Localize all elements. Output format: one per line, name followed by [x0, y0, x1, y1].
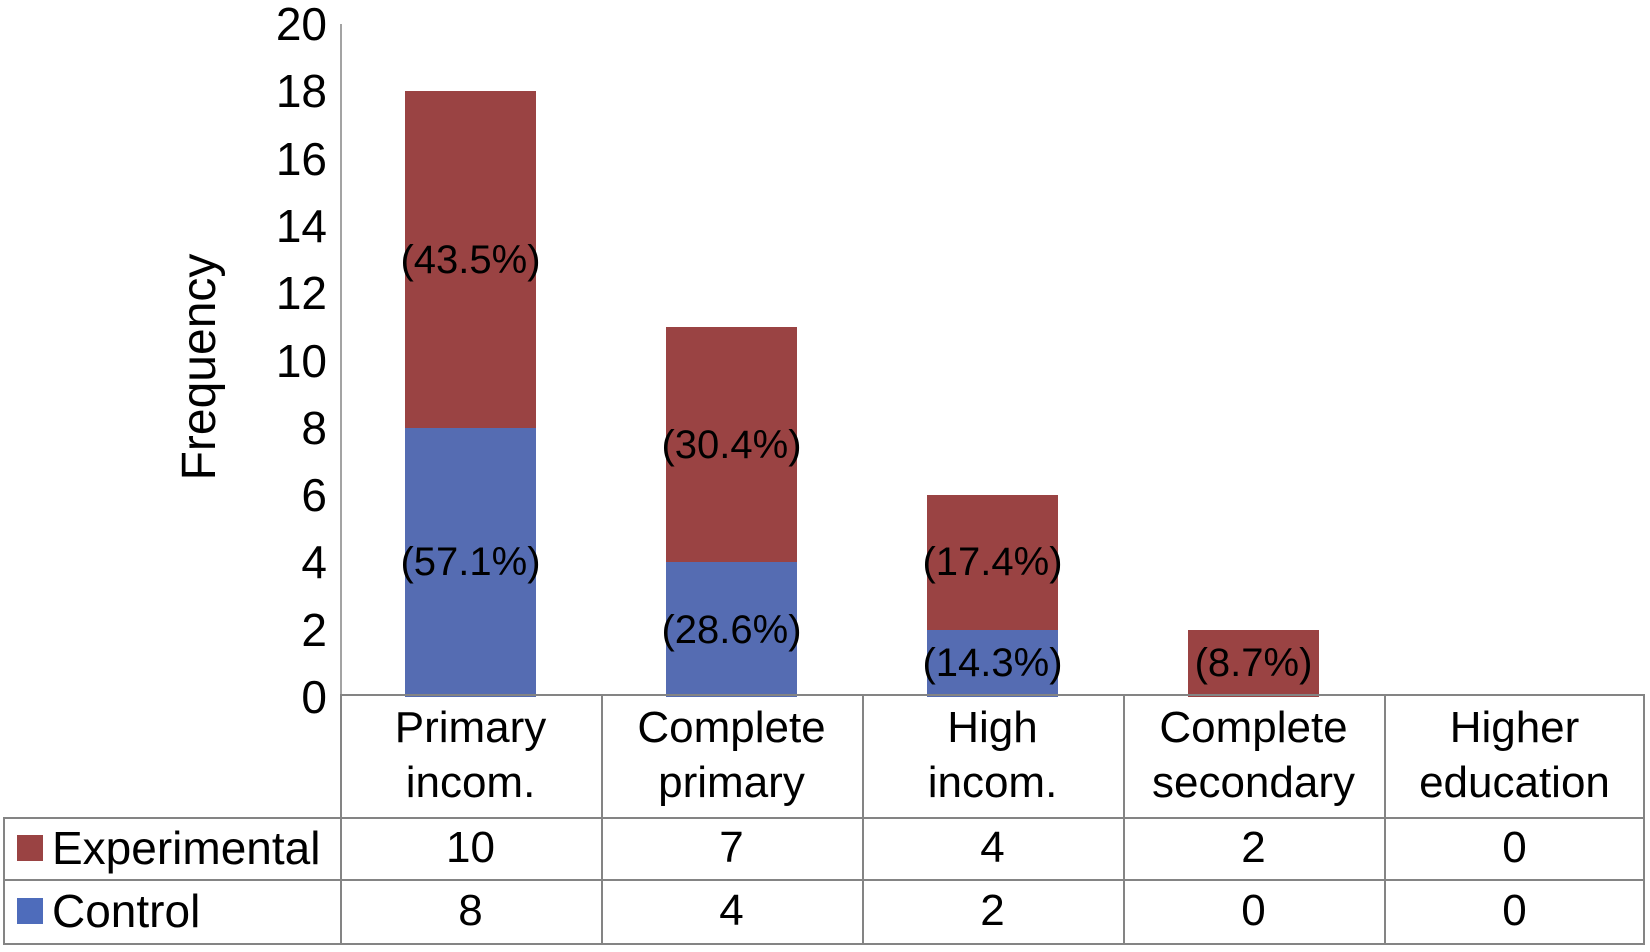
bar-segment-control — [405, 427, 536, 697]
bar-segment-experimental — [927, 495, 1058, 630]
category-label-line: incom. — [927, 757, 1058, 807]
legend-label-experimental: Experimental — [52, 822, 321, 874]
table-cell-value: 8 — [458, 886, 483, 935]
y-tick-label: 12 — [275, 267, 327, 320]
segment-percent-label: (17.4%) — [922, 540, 1063, 585]
table-border-vertical — [1384, 694, 1386, 945]
category-label-line: education — [1419, 757, 1610, 807]
table-cell-value: 7 — [719, 823, 744, 872]
y-tick-label: 10 — [275, 334, 327, 387]
y-tick-label: 18 — [275, 65, 327, 118]
legend-swatch-control — [17, 898, 43, 924]
category-label-line: Complete — [1159, 702, 1348, 752]
table-cell-value: 10 — [446, 823, 495, 872]
table-border-vertical — [1123, 694, 1125, 945]
category-label-line: incom. — [405, 757, 536, 807]
category-label: Primary incom. — [340, 694, 601, 817]
y-tick-label: 20 — [275, 0, 327, 50]
y-tick-label: 14 — [275, 199, 327, 252]
table-border-horizontal — [3, 817, 1645, 819]
table-cell-value: 2 — [980, 886, 1005, 935]
table-border-vertical — [1643, 694, 1645, 945]
table-cell-value: 0 — [1241, 886, 1266, 935]
table-border-horizontal — [340, 694, 1645, 696]
bar-segment-experimental — [405, 91, 536, 428]
y-tick-label: 4 — [301, 536, 327, 589]
bar-segment-control — [927, 629, 1058, 697]
y-tick-label: 16 — [275, 132, 327, 185]
bar-segment-experimental — [1188, 629, 1319, 697]
table-border-horizontal — [3, 879, 1645, 881]
category-label-line: Complete — [637, 702, 826, 752]
bar-segment-experimental — [666, 326, 797, 563]
segment-percent-label: (30.4%) — [661, 422, 802, 467]
y-tick-label: 8 — [301, 401, 327, 454]
y-tick-label: 2 — [301, 603, 327, 656]
legend-label-control: Control — [52, 885, 201, 937]
segment-percent-label: (57.1%) — [400, 540, 541, 585]
category-label: High incom. — [862, 694, 1123, 817]
table-border-vertical — [601, 694, 603, 945]
y-tick-label: 6 — [301, 469, 327, 522]
category-label-line: secondary — [1151, 757, 1355, 807]
segment-percent-label: (8.7%) — [1194, 641, 1313, 686]
category-label: Complete primary — [601, 694, 862, 817]
segment-percent-label: (43.5%) — [400, 237, 541, 282]
y-axis-line — [340, 24, 342, 697]
category-label-line: Primary — [394, 702, 547, 752]
table-cell-value: 2 — [1241, 823, 1266, 872]
table-cell-value: 4 — [719, 886, 744, 935]
table-border-vertical — [862, 694, 864, 945]
table-cell-value: 0 — [1502, 823, 1527, 872]
table-cell-value: 0 — [1502, 886, 1527, 935]
legend-swatch-experimental — [17, 835, 43, 861]
table-border-vertical — [340, 694, 342, 945]
category-label: Complete secondary — [1123, 694, 1384, 817]
segment-percent-label: (28.6%) — [661, 607, 802, 652]
bar-segment-control — [666, 562, 797, 697]
table-border-vertical — [3, 817, 5, 945]
category-label-line: High — [947, 702, 1038, 752]
category-label-line: Higher — [1449, 702, 1580, 752]
table-border-horizontal — [3, 943, 1645, 945]
table-cell-value: 4 — [980, 823, 1005, 872]
segment-percent-label: (14.3%) — [922, 641, 1063, 686]
category-label: Higher education — [1384, 694, 1645, 817]
category-label-line: primary — [658, 757, 805, 807]
y-tick-label: 0 — [301, 671, 327, 723]
